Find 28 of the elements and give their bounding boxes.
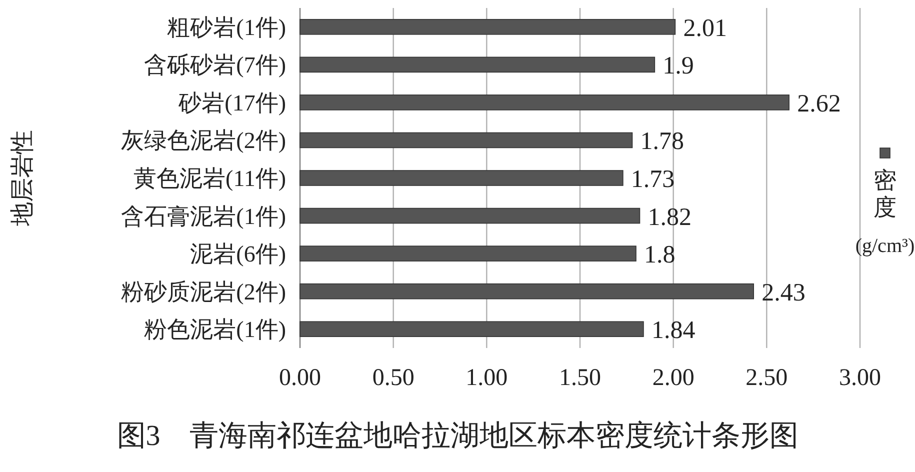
x-tick-label: 1.00 [466,365,508,391]
data-label: 1.84 [651,317,696,344]
legend-label: 密度(g/cm³) [855,168,915,257]
x-tick-label: 3.00 [839,365,881,391]
data-label: 1.78 [640,128,684,156]
data-label: 1.9 [662,52,694,80]
y-tick-label: 含石膏泥岩(1件) [121,204,286,229]
text: 图3 青海南祁连盆地哈拉湖地区标本密度统计条形图 [116,420,798,452]
y-tick-label: 泥岩(6件) [190,242,286,267]
y-tick-label: 粉色泥岩(1件) [144,317,286,342]
y-tick-label: 粉砂质泥岩(2件) [121,279,286,304]
y-axis-title: 地层岩性 [10,130,36,227]
x-tick-label: 0.00 [279,365,321,391]
data-label: 2.43 [762,279,806,306]
x-tick-label: 0.50 [372,365,414,391]
y-tick-label: 砂岩(17件) [178,90,286,116]
data-label: 1.82 [648,204,692,231]
y-tick-label: 黄色泥岩(11件) [134,166,286,191]
x-tick-label: 2.00 [652,365,694,391]
data-label: 1.73 [630,166,675,193]
data-label: 1.8 [644,242,676,269]
data-label: 2.01 [683,14,727,42]
y-tick-label: 灰绿色泥岩(2件) [121,128,286,154]
data-label: 2.62 [797,90,841,118]
x-tick-label: 2.50 [746,365,788,391]
x-tick-label: 1.50 [559,365,601,391]
y-tick-label: 含砾砂岩(7件) [144,52,286,78]
y-tick-label: 粗砂岩(1件) [167,14,286,40]
